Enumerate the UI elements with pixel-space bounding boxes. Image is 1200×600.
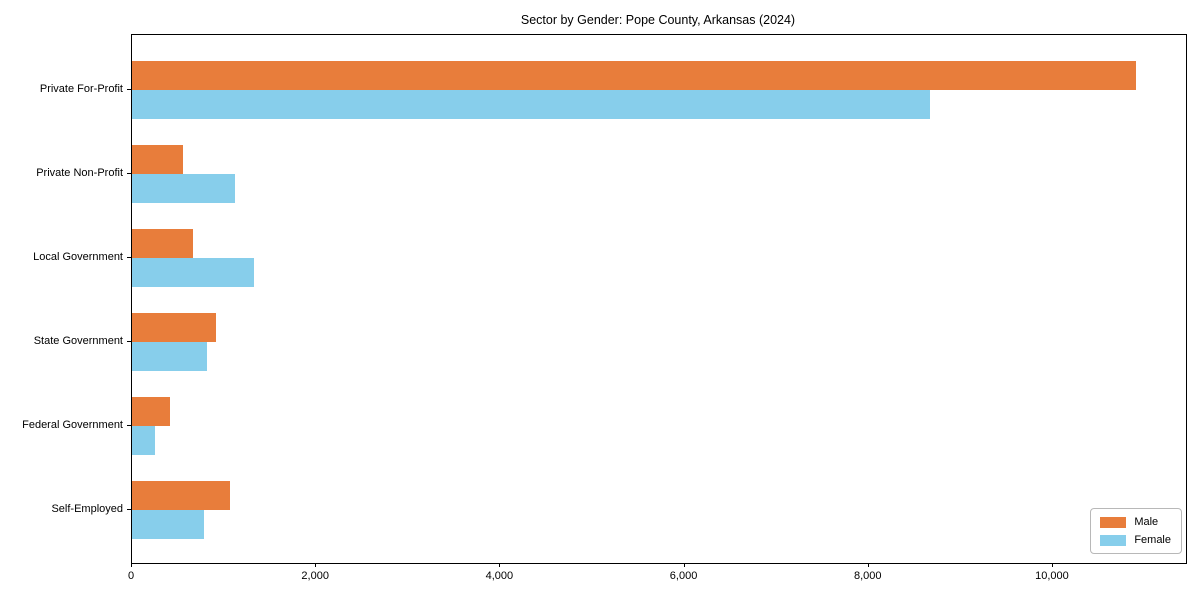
xtick-label-0: 0 bbox=[127, 570, 135, 582]
male-swatch-icon bbox=[1100, 516, 1127, 528]
bar-female-federal-government bbox=[132, 426, 155, 455]
x-tick-mark bbox=[315, 563, 317, 567]
bar-male-state-government bbox=[132, 313, 216, 342]
xtick-label-8-000: 8,000 bbox=[853, 570, 882, 582]
x-tick-mark bbox=[683, 563, 685, 567]
ytick-label-private-non-profit: Private Non-Profit bbox=[36, 167, 123, 179]
bar-female-self-employed bbox=[132, 510, 204, 539]
ytick-label-local-government: Local Government bbox=[33, 251, 123, 263]
x-tick-mark bbox=[1051, 563, 1053, 567]
legend-label-female: Female bbox=[1134, 534, 1171, 546]
legend-label-male: Male bbox=[1134, 516, 1159, 528]
bar-female-local-government bbox=[132, 258, 254, 287]
bar-female-state-government bbox=[132, 342, 207, 371]
bar-male-local-government bbox=[132, 229, 193, 258]
ytick-label-federal-government: Federal Government bbox=[22, 419, 123, 431]
bar-female-private-non-profit bbox=[132, 174, 235, 203]
x-tick-mark bbox=[131, 563, 132, 567]
xtick-label-4-000: 4,000 bbox=[485, 570, 514, 582]
ytick-label-self-employed: Self-Employed bbox=[51, 503, 123, 515]
y-tick-mark bbox=[127, 89, 131, 90]
female-swatch-icon bbox=[1100, 534, 1127, 546]
bar-male-private-for-profit bbox=[132, 61, 1136, 90]
legend: Male Female bbox=[1090, 508, 1182, 554]
ytick-label-state-government: State Government bbox=[33, 335, 123, 347]
xtick-label-2-000: 2,000 bbox=[301, 570, 329, 582]
y-tick-mark bbox=[127, 509, 131, 510]
bar-male-federal-government bbox=[132, 397, 170, 426]
y-tick-mark bbox=[127, 257, 131, 258]
y-tick-mark bbox=[127, 341, 131, 342]
ytick-label-private-for-profit: Private For-Profit bbox=[39, 83, 123, 95]
bar-male-private-non-profit bbox=[132, 145, 183, 174]
plot-area: Male Female bbox=[131, 34, 1187, 564]
legend-item-male: Male bbox=[1100, 516, 1171, 528]
bar-male-self-employed bbox=[132, 481, 230, 510]
xtick-label-6-000: 6,000 bbox=[669, 570, 698, 582]
x-tick-mark bbox=[867, 563, 869, 567]
xtick-label-10-000: 10,000 bbox=[1035, 570, 1069, 582]
y-tick-mark bbox=[127, 173, 131, 174]
y-tick-mark bbox=[127, 425, 131, 426]
legend-item-female: Female bbox=[1100, 534, 1171, 546]
x-tick-mark bbox=[499, 563, 501, 567]
bar-female-private-for-profit bbox=[132, 90, 930, 119]
chart-title: Sector by Gender: Pope County, Arkansas … bbox=[520, 13, 796, 27]
